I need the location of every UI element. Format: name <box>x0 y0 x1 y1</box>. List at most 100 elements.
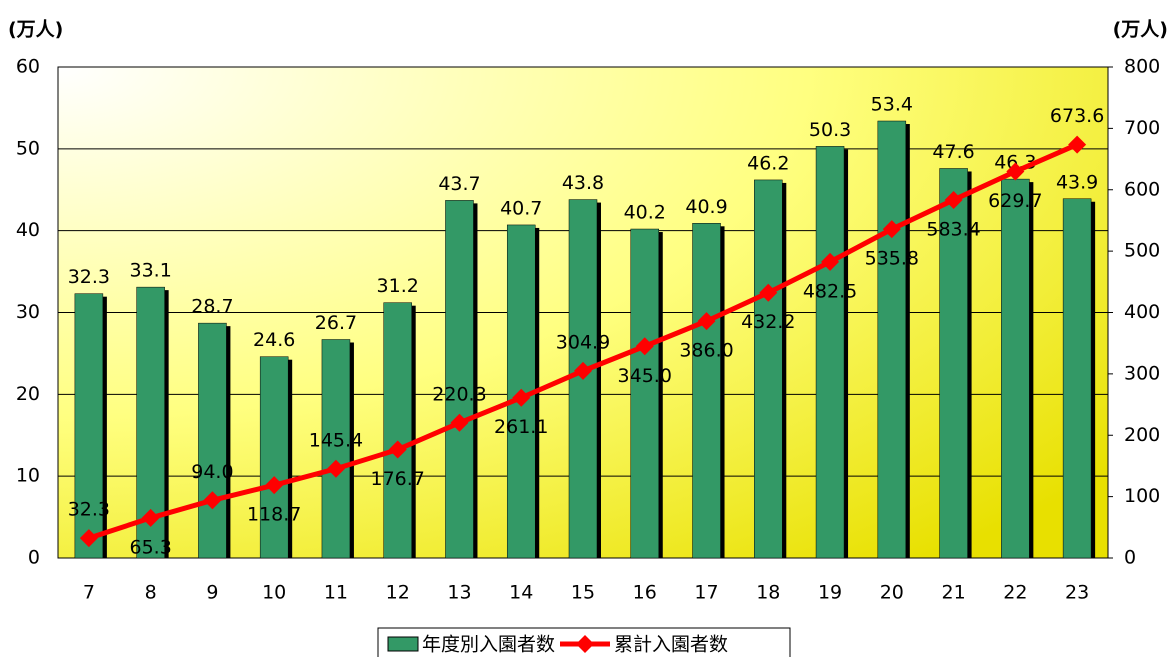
x-tick-label: 18 <box>756 582 780 604</box>
data-label: 53.4 <box>871 94 913 116</box>
data-label: 432.2 <box>741 311 795 333</box>
y2-tick-label: 200 <box>1124 424 1160 446</box>
x-tick-label: 7 <box>83 582 95 604</box>
data-label: 535.8 <box>865 248 919 270</box>
bar <box>754 179 783 559</box>
x-tick-label: 8 <box>145 582 157 604</box>
y-axis-label: (万人) <box>8 19 63 41</box>
data-label: 40.7 <box>500 197 542 219</box>
y2-tick-label: 700 <box>1124 117 1160 139</box>
y2-tick-label: 100 <box>1124 485 1160 507</box>
y-tick-label: 40 <box>16 219 40 241</box>
data-label: 40.2 <box>624 202 666 224</box>
y2-axis-label: (万人) <box>1113 19 1168 41</box>
legend-swatch <box>387 636 419 652</box>
bar <box>259 356 289 559</box>
data-label: 32.3 <box>68 499 110 521</box>
data-label: 43.9 <box>1056 171 1098 193</box>
data-label: 65.3 <box>129 536 171 558</box>
x-tick-label: 14 <box>509 582 533 604</box>
line-marker <box>882 220 901 239</box>
data-label: 629.7 <box>988 190 1042 212</box>
data-label: 673.6 <box>1050 105 1104 127</box>
data-label: 47.6 <box>932 141 974 163</box>
data-label: 50.3 <box>809 119 851 141</box>
bar <box>877 120 907 559</box>
line-marker <box>326 459 345 478</box>
data-label: 118.7 <box>247 504 301 526</box>
bar <box>321 339 351 559</box>
bar <box>445 200 474 559</box>
line-marker <box>821 252 840 271</box>
x-tick-label: 16 <box>633 582 657 604</box>
data-label: 28.7 <box>191 296 233 318</box>
data-label: 220.3 <box>432 383 486 405</box>
y-tick-label: 20 <box>16 383 40 405</box>
data-label: 43.8 <box>562 172 604 194</box>
x-tick-label: 10 <box>262 582 286 604</box>
y2-tick-label: 300 <box>1124 362 1160 384</box>
data-label: 261.1 <box>494 416 548 438</box>
bar <box>1062 198 1092 559</box>
x-tick-label: 11 <box>324 582 348 604</box>
data-label: 482.5 <box>803 280 857 302</box>
x-tick-label: 21 <box>941 582 965 604</box>
data-label: 46.2 <box>747 152 789 174</box>
x-tick-label: 13 <box>447 582 471 604</box>
data-label: 386.0 <box>679 340 733 362</box>
legend-label: 累計入園者数 <box>614 634 728 656</box>
data-label: 176.7 <box>371 468 425 490</box>
line-marker <box>203 491 222 510</box>
data-label: 43.7 <box>438 173 480 195</box>
line-marker <box>944 190 963 209</box>
data-label: 33.1 <box>129 260 171 282</box>
data-label: 304.9 <box>556 331 610 353</box>
y-tick-label: 0 <box>28 547 40 569</box>
data-label: 345.0 <box>618 365 672 387</box>
y2-tick-label: 600 <box>1124 178 1160 200</box>
line-marker <box>635 337 654 356</box>
x-tick-label: 23 <box>1065 582 1089 604</box>
bar <box>939 168 968 559</box>
data-label: 26.7 <box>315 312 357 334</box>
data-label: 24.6 <box>253 329 295 351</box>
line-marker <box>388 440 407 459</box>
y-tick-label: 50 <box>16 137 40 159</box>
y-tick-label: 30 <box>16 301 40 323</box>
data-label: 583.4 <box>926 218 980 240</box>
y2-tick-label: 0 <box>1124 547 1136 569</box>
bar <box>692 223 721 559</box>
bar <box>383 302 412 559</box>
y-tick-label: 60 <box>16 56 40 78</box>
x-tick-label: 12 <box>386 582 410 604</box>
x-tick-label: 9 <box>206 582 218 604</box>
line-marker <box>265 476 284 495</box>
y2-tick-label: 500 <box>1124 240 1160 262</box>
line-marker <box>697 312 716 331</box>
line-marker <box>450 413 469 432</box>
bar <box>815 146 845 559</box>
legend-swatch <box>576 635 594 653</box>
x-tick-label: 20 <box>880 582 904 604</box>
data-label: 32.3 <box>68 266 110 288</box>
x-tick-label: 17 <box>694 582 718 604</box>
y2-tick-label: 400 <box>1124 301 1160 323</box>
x-tick-label: 19 <box>818 582 842 604</box>
x-tick-label: 22 <box>1003 582 1027 604</box>
bar <box>1001 178 1030 559</box>
bar <box>198 322 227 559</box>
y2-tick-label: 800 <box>1124 56 1160 78</box>
line-marker <box>79 529 98 548</box>
y-tick-label: 10 <box>16 465 40 487</box>
data-label: 31.2 <box>377 275 419 297</box>
line-marker <box>1068 135 1087 154</box>
line-marker <box>141 508 160 527</box>
legend-label: 年度別入園者数 <box>422 634 555 656</box>
x-tick-label: 15 <box>571 582 595 604</box>
data-label: 40.9 <box>685 196 727 218</box>
line-marker <box>512 388 531 407</box>
line-marker <box>759 283 778 302</box>
line-marker <box>1006 162 1025 181</box>
data-label: 94.0 <box>191 461 233 483</box>
